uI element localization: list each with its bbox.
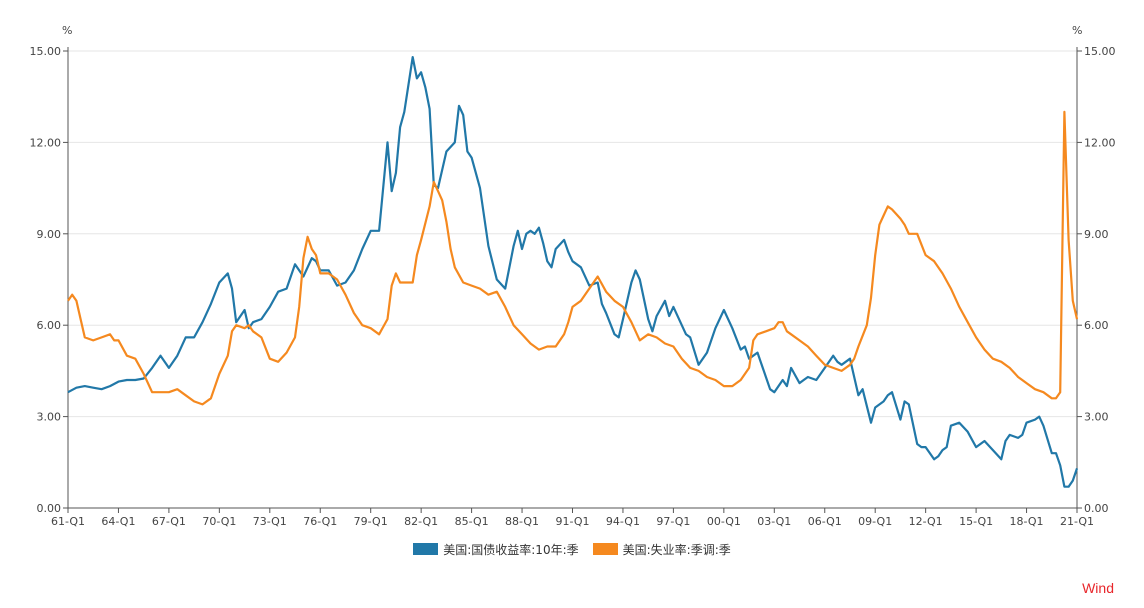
x-tick-labels: 61-Q1 64-Q1 67-Q1 70-Q1 73-Q1 76-Q1 79-Q1 82-Q1…: [51, 508, 1094, 528]
series-lines: [67, 56, 1079, 488]
legend-item-unemployment[interactable]: 美国:失业率:季调:季: [592, 541, 731, 558]
left-tick-label: 9.00: [37, 228, 62, 241]
x-tick-label: 15-Q1: [959, 515, 993, 528]
left-tick-label: 15.00: [30, 45, 62, 58]
left-tick-label: 3.00: [37, 411, 62, 424]
x-tick-label: 82-Q1: [404, 515, 438, 528]
right-tick-labels: 0.00 3.00 6.00 9.00 12.00 15.00: [1077, 45, 1116, 515]
x-tick-label: 73-Q1: [253, 515, 287, 528]
x-tick-label: 61-Q1: [51, 515, 85, 528]
gridlines: [68, 50, 1077, 418]
x-tick-label: 06-Q1: [808, 515, 842, 528]
left-tick-label: 0.00: [37, 502, 62, 515]
legend-label-unemployment: 美国:失业率:季调:季: [622, 542, 731, 557]
legend: 美国:国债收益率:10年:季 美国:失业率:季调:季: [0, 538, 1144, 560]
x-tick-label: 12-Q1: [909, 515, 943, 528]
legend-label-treasury-yield: 美国:国债收益率:10年:季: [443, 542, 579, 557]
x-tick-label: 21-Q1: [1060, 515, 1094, 528]
x-tick-label: 76-Q1: [303, 515, 337, 528]
right-tick-label: 9.00: [1084, 228, 1109, 241]
left-tick-label: 12.00: [30, 136, 62, 149]
x-tick-label: 18-Q1: [1010, 515, 1044, 528]
left-tick-label: 6.00: [37, 319, 62, 332]
x-tick-label: 00-Q1: [707, 515, 741, 528]
right-axis-unit: %: [1072, 24, 1082, 37]
x-tick-label: 64-Q1: [101, 515, 135, 528]
x-tick-label: 88-Q1: [505, 515, 539, 528]
left-axis-unit: %: [62, 24, 72, 37]
series-line-unemployment: [67, 110, 1079, 406]
series-line-treasury-yield: [67, 56, 1079, 488]
right-tick-label: 15.00: [1084, 45, 1116, 58]
legend-swatch-treasury-yield: [413, 543, 439, 555]
right-tick-label: 6.00: [1084, 319, 1109, 332]
left-tick-labels: 0.00 3.00 6.00 9.00 12.00 15.00: [30, 45, 68, 515]
x-tick-label: 09-Q1: [858, 515, 892, 528]
right-tick-label: 12.00: [1084, 136, 1116, 149]
x-tick-label: 03-Q1: [757, 515, 791, 528]
x-tick-label: 97-Q1: [656, 515, 690, 528]
x-tick-label: 91-Q1: [555, 515, 589, 528]
right-tick-label: 0.00: [1084, 502, 1109, 515]
x-tick-label: 67-Q1: [152, 515, 186, 528]
source-label: Wind: [1082, 580, 1114, 596]
x-tick-label: 94-Q1: [606, 515, 640, 528]
x-tick-label: 85-Q1: [455, 515, 489, 528]
legend-item-treasury-yield[interactable]: 美国:国债收益率:10年:季: [413, 541, 579, 558]
legend-swatch-unemployment: [592, 543, 618, 555]
x-tick-label: 70-Q1: [202, 515, 236, 528]
x-tick-label: 79-Q1: [354, 515, 388, 528]
right-tick-label: 3.00: [1084, 411, 1109, 424]
